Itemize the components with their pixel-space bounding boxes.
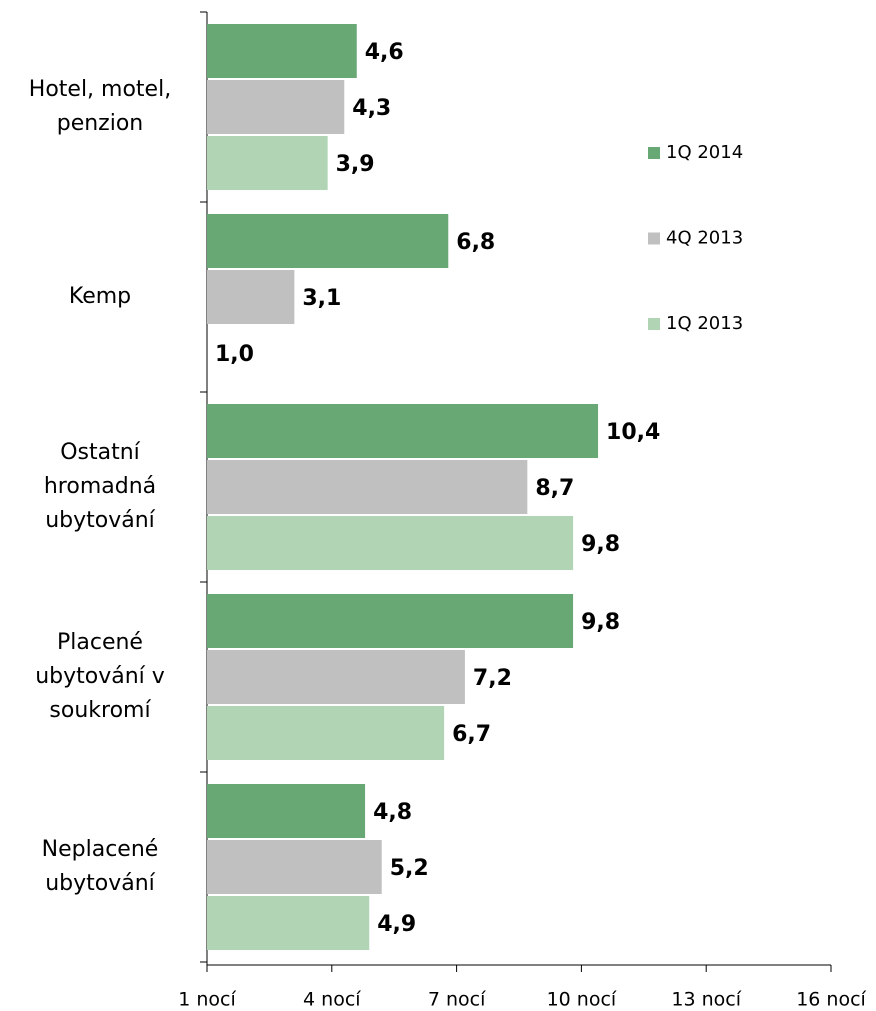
legend-swatch: [648, 232, 660, 245]
bar: [207, 896, 370, 950]
value-label: 6,7: [452, 722, 491, 747]
value-label: 3,1: [302, 286, 341, 311]
value-label: 10,4: [606, 420, 660, 445]
bar: [207, 80, 345, 134]
x-tick-label: 13 nocí: [671, 989, 741, 1011]
value-label: 4,3: [352, 96, 391, 121]
bar: [207, 136, 328, 190]
bar: [207, 24, 357, 78]
bar: [207, 270, 295, 324]
x-tick-label: 10 nocí: [547, 989, 617, 1011]
value-label: 4,6: [365, 40, 404, 65]
value-label: 1,0: [215, 342, 254, 367]
bar: [207, 840, 382, 894]
bar: [207, 460, 528, 514]
bar: [207, 650, 465, 704]
legend-label: 1Q 2014: [666, 142, 743, 163]
category-label: Kemp: [69, 284, 131, 309]
bar: [207, 706, 445, 760]
value-label: 5,2: [390, 856, 429, 881]
x-tick-label: 4 nocí: [303, 989, 361, 1011]
bar: [207, 784, 366, 838]
x-tick-label: 7 nocí: [428, 989, 486, 1011]
x-tick-label: 1 nocí: [178, 989, 236, 1011]
value-label: 7,2: [473, 666, 512, 691]
x-tick-label: 16 nocí: [796, 989, 866, 1011]
category-label: Hotel, motel, penzion: [29, 77, 171, 136]
legend-label: 4Q 2013: [666, 228, 743, 249]
bar: [207, 214, 449, 268]
value-label: 3,9: [336, 152, 375, 177]
legend-swatch: [648, 147, 660, 159]
category-label: Ostatní hromadná ubytování: [44, 440, 156, 533]
legend-swatch: [648, 318, 660, 330]
value-label: 9,8: [581, 610, 620, 635]
value-label: 4,9: [377, 912, 416, 937]
bar: [207, 516, 574, 570]
value-label: 6,8: [456, 230, 495, 255]
value-label: 8,7: [535, 476, 574, 501]
value-label: 4,8: [373, 800, 412, 825]
category-label: Neplacené ubytování: [42, 837, 159, 896]
bar: [207, 594, 574, 648]
legend-label: 1Q 2013: [666, 313, 743, 334]
category-label: Placené ubytování v soukromí: [35, 630, 165, 723]
bar: [207, 404, 599, 458]
value-label: 9,8: [581, 532, 620, 557]
